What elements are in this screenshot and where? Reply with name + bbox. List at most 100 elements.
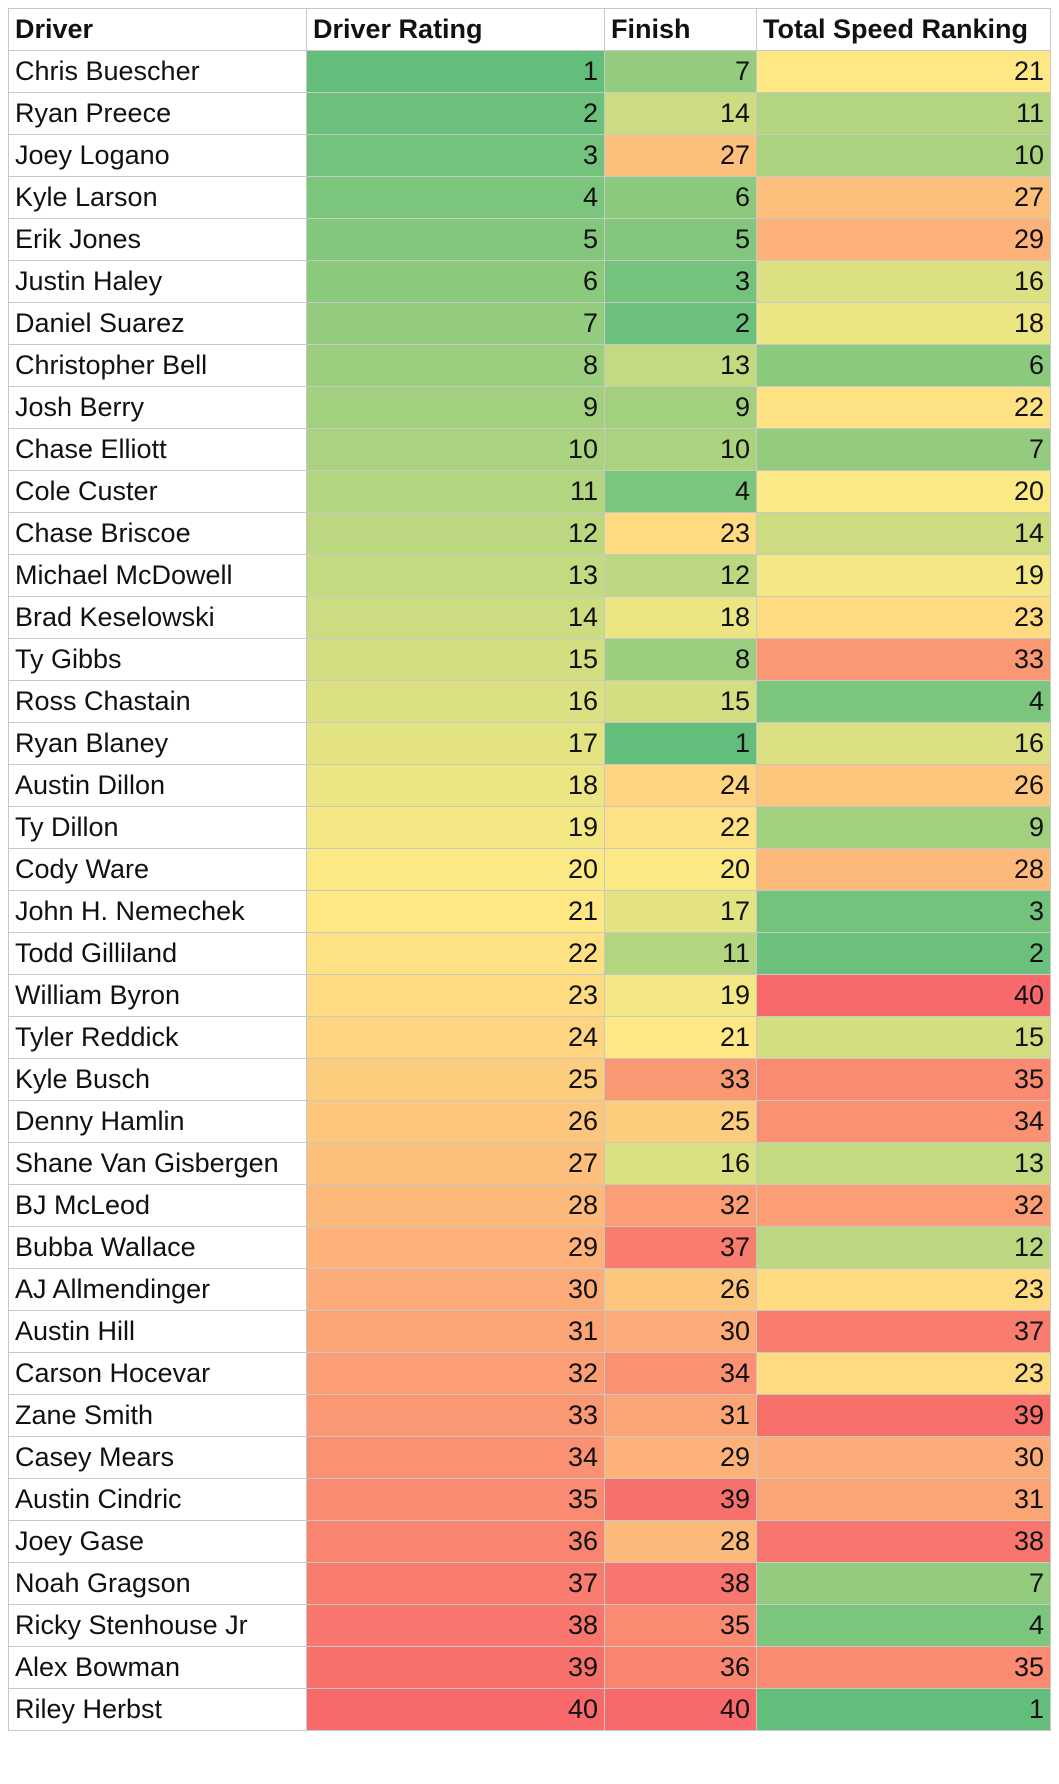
total-speed-ranking-cell: 13 <box>756 1142 1051 1185</box>
table-row: Erik Jones 5 5 29 <box>8 218 1051 261</box>
driver-rating-cell: 17 <box>306 722 605 765</box>
total-speed-ranking-cell: 16 <box>756 722 1051 765</box>
driver-name-cell: Joey Logano <box>8 134 307 177</box>
table-row: Alex Bowman 39 36 35 <box>8 1646 1051 1689</box>
finish-cell: 8 <box>604 638 757 681</box>
total-speed-ranking-cell: 30 <box>756 1436 1051 1479</box>
table-row: Bubba Wallace 29 37 12 <box>8 1226 1051 1269</box>
driver-name-cell: Riley Herbst <box>8 1688 307 1731</box>
driver-name-cell: Cody Ware <box>8 848 307 891</box>
driver-name-cell: Ryan Preece <box>8 92 307 135</box>
total-speed-ranking-cell: 9 <box>756 806 1051 849</box>
finish-cell: 28 <box>604 1520 757 1563</box>
table-row: Chase Briscoe 12 23 14 <box>8 512 1051 555</box>
driver-rating-cell: 38 <box>306 1604 605 1647</box>
table-row: Cole Custer 11 4 20 <box>8 470 1051 513</box>
table-row: Chase Elliott 10 10 7 <box>8 428 1051 471</box>
driver-name-cell: Joey Gase <box>8 1520 307 1563</box>
total-speed-ranking-cell: 15 <box>756 1016 1051 1059</box>
table-row: Austin Dillon 18 24 26 <box>8 764 1051 807</box>
total-speed-ranking-cell: 4 <box>756 680 1051 723</box>
finish-cell: 26 <box>604 1268 757 1311</box>
total-speed-ranking-cell: 3 <box>756 890 1051 933</box>
table-row: Ryan Preece 2 14 11 <box>8 92 1051 135</box>
table-row: Casey Mears 34 29 30 <box>8 1436 1051 1479</box>
driver-name-cell: William Byron <box>8 974 307 1017</box>
finish-cell: 17 <box>604 890 757 933</box>
finish-cell: 13 <box>604 344 757 387</box>
driver-name-cell: Josh Berry <box>8 386 307 429</box>
finish-cell: 20 <box>604 848 757 891</box>
total-speed-ranking-cell: 33 <box>756 638 1051 681</box>
total-speed-ranking-cell: 21 <box>756 50 1051 93</box>
driver-rating-cell: 30 <box>306 1268 605 1311</box>
driver-rating-cell: 24 <box>306 1016 605 1059</box>
driver-rating-cell: 12 <box>306 512 605 555</box>
total-speed-ranking-cell: 12 <box>756 1226 1051 1269</box>
total-speed-ranking-cell: 16 <box>756 260 1051 303</box>
driver-name-cell: Alex Bowman <box>8 1646 307 1689</box>
table-row: Kyle Busch 25 33 35 <box>8 1058 1051 1101</box>
finish-cell: 14 <box>604 92 757 135</box>
table-row: Carson Hocevar 32 34 23 <box>8 1352 1051 1395</box>
finish-cell: 34 <box>604 1352 757 1395</box>
driver-name-cell: Kyle Larson <box>8 176 307 219</box>
table-row: William Byron 23 19 40 <box>8 974 1051 1017</box>
total-speed-ranking-cell: 7 <box>756 1562 1051 1605</box>
table-row: Josh Berry 9 9 22 <box>8 386 1051 429</box>
driver-name-cell: Chase Elliott <box>8 428 307 471</box>
table-row: Cody Ware 20 20 28 <box>8 848 1051 891</box>
driver-name-cell: Austin Cindric <box>8 1478 307 1521</box>
driver-rating-cell: 29 <box>306 1226 605 1269</box>
driver-name-cell: Shane Van Gisbergen <box>8 1142 307 1185</box>
table-row: Ty Dillon 19 22 9 <box>8 806 1051 849</box>
finish-cell: 23 <box>604 512 757 555</box>
driver-name-cell: Todd Gilliland <box>8 932 307 975</box>
table-row: Zane Smith 33 31 39 <box>8 1394 1051 1437</box>
driver-name-cell: Carson Hocevar <box>8 1352 307 1395</box>
table-row: Ross Chastain 16 15 4 <box>8 680 1051 723</box>
total-speed-ranking-cell: 23 <box>756 596 1051 639</box>
driver-rating-cell: 40 <box>306 1688 605 1731</box>
driver-rating-cell: 13 <box>306 554 605 597</box>
finish-cell: 18 <box>604 596 757 639</box>
driver-rating-cell: 26 <box>306 1100 605 1143</box>
total-speed-ranking-cell: 35 <box>756 1646 1051 1689</box>
finish-cell: 7 <box>604 50 757 93</box>
table-row: BJ McLeod 28 32 32 <box>8 1184 1051 1227</box>
driver-rating-cell: 39 <box>306 1646 605 1689</box>
driver-rating-cell: 27 <box>306 1142 605 1185</box>
total-speed-ranking-cell: 27 <box>756 176 1051 219</box>
table-row: Joey Logano 3 27 10 <box>8 134 1051 177</box>
total-speed-ranking-cell: 26 <box>756 764 1051 807</box>
driver-rating-cell: 1 <box>306 50 605 93</box>
table-row: Shane Van Gisbergen 27 16 13 <box>8 1142 1051 1185</box>
finish-cell: 11 <box>604 932 757 975</box>
driver-name-cell: Brad Keselowski <box>8 596 307 639</box>
driver-rating-cell: 4 <box>306 176 605 219</box>
table-row: Joey Gase 36 28 38 <box>8 1520 1051 1563</box>
driver-rating-cell: 7 <box>306 302 605 345</box>
driver-rating-cell: 5 <box>306 218 605 261</box>
table-row: Noah Gragson 37 38 7 <box>8 1562 1051 1605</box>
driver-rating-cell: 18 <box>306 764 605 807</box>
driver-rating-cell: 28 <box>306 1184 605 1227</box>
total-speed-ranking-cell: 23 <box>756 1352 1051 1395</box>
total-speed-ranking-cell: 35 <box>756 1058 1051 1101</box>
driver-rating-cell: 11 <box>306 470 605 513</box>
driver-name-cell: Ross Chastain <box>8 680 307 723</box>
total-speed-ranking-cell: 28 <box>756 848 1051 891</box>
finish-cell: 19 <box>604 974 757 1017</box>
finish-cell: 36 <box>604 1646 757 1689</box>
finish-cell: 27 <box>604 134 757 177</box>
header-finish: Finish <box>604 8 757 51</box>
table-body: Chris Buescher 1 7 21 Ryan Preece 2 14 11 Joey L… <box>8 50 1051 1731</box>
driver-name-cell: Christopher Bell <box>8 344 307 387</box>
finish-cell: 31 <box>604 1394 757 1437</box>
finish-cell: 29 <box>604 1436 757 1479</box>
table-row: Michael McDowell 13 12 19 <box>8 554 1051 597</box>
driver-name-cell: Denny Hamlin <box>8 1100 307 1143</box>
total-speed-ranking-cell: 40 <box>756 974 1051 1017</box>
total-speed-ranking-cell: 14 <box>756 512 1051 555</box>
table-row: Kyle Larson 4 6 27 <box>8 176 1051 219</box>
